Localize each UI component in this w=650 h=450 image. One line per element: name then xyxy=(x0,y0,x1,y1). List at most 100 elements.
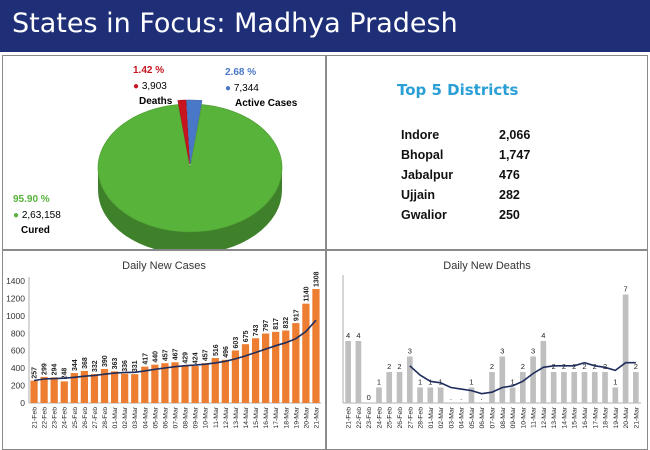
x-tick-label: 01-Mar xyxy=(428,406,435,428)
x-tick-label: 17-Mar xyxy=(592,406,599,428)
active-pct: 2.68 % xyxy=(225,67,257,78)
page-title: States in Focus: Madhya Pradesh xyxy=(12,8,458,39)
bar xyxy=(520,372,526,403)
district-value: 250 xyxy=(499,208,520,222)
x-tick-label: 21-Mar xyxy=(313,406,320,428)
x-tick-label: 26-Feb xyxy=(82,407,89,429)
data-label: 743 xyxy=(253,324,260,336)
x-tick-label: 21-Feb xyxy=(346,407,353,429)
deaths-bullet-icon: ● xyxy=(133,81,140,92)
bar xyxy=(141,366,149,403)
x-tick-label: 25-Feb xyxy=(72,407,79,429)
x-tick-label: 16-Mar xyxy=(263,406,270,428)
x-tick-label: 09-Mar xyxy=(510,406,517,428)
bar xyxy=(151,364,159,403)
x-tick-label: 20-Mar xyxy=(303,406,310,428)
bar xyxy=(427,387,434,403)
district-name: Bhopal xyxy=(401,148,444,162)
active-bullet-icon: ● xyxy=(225,83,232,94)
pie-slice-cured xyxy=(97,104,283,233)
data-label: 7 xyxy=(624,285,628,294)
active-name: Active Cases xyxy=(235,98,298,109)
data-label: 3 xyxy=(531,347,535,356)
x-tick-label: 07-Mar xyxy=(173,406,180,428)
pie-slice-active-cases xyxy=(186,99,203,165)
y-tick-label: 1400 xyxy=(6,276,25,286)
data-label: 332 xyxy=(92,360,99,372)
data-label: . xyxy=(460,393,462,402)
data-label: 331 xyxy=(132,360,139,372)
trend-line xyxy=(409,361,636,395)
data-label: 2 xyxy=(490,362,494,371)
bar xyxy=(302,303,310,403)
data-label: . xyxy=(481,393,483,402)
bar xyxy=(131,374,139,403)
bar xyxy=(406,356,413,403)
x-tick-label: 13-Mar xyxy=(233,406,240,428)
district-name: Jabalpur xyxy=(401,168,454,182)
district-name: Ujjain xyxy=(401,188,436,202)
bar xyxy=(110,371,119,403)
daily-deaths-chart: 21-Feb 4 22-Feb 4 23-Feb 0 24-Feb 1 25-Feb 2 26-Fe… xyxy=(342,275,641,429)
data-label: 336 xyxy=(122,360,129,372)
deaths-chart-title: Daily New Deaths xyxy=(443,260,531,272)
bar xyxy=(489,372,495,403)
bar xyxy=(221,359,229,403)
active-label: 2.68 % ● 7,344 Active Cases xyxy=(225,67,297,109)
bar xyxy=(622,294,629,403)
x-tick-label: 19-Mar xyxy=(613,406,620,428)
x-tick-label: 12-Mar xyxy=(223,406,230,428)
data-label: 390 xyxy=(102,355,109,367)
district-value: 2,066 xyxy=(499,128,531,142)
data-label: 467 xyxy=(173,349,180,361)
x-tick-label: 15-Mar xyxy=(572,406,579,428)
bar xyxy=(571,372,578,403)
bar xyxy=(181,365,189,403)
data-label: 457 xyxy=(162,349,169,361)
pie-slice-deaths xyxy=(177,99,190,165)
data-label: 363 xyxy=(112,358,119,370)
x-tick-label: 17-Mar xyxy=(273,406,280,428)
pie-side xyxy=(98,168,282,249)
data-label: 4 xyxy=(356,331,360,340)
data-label: 603 xyxy=(233,337,240,349)
cured-bullet-icon: ● xyxy=(13,210,20,221)
bar xyxy=(60,381,68,403)
x-tick-label: 02-Mar xyxy=(122,406,129,428)
data-label: 0 xyxy=(367,393,371,402)
bar xyxy=(376,387,382,403)
pie-chart xyxy=(97,99,283,249)
data-label: 675 xyxy=(243,330,250,342)
bar xyxy=(292,323,300,403)
bar xyxy=(540,341,547,403)
bar xyxy=(602,372,608,403)
x-tick-label: 10-Mar xyxy=(203,406,210,428)
data-label: 257 xyxy=(32,367,39,379)
bar xyxy=(417,387,423,403)
y-tick-label: 600 xyxy=(11,346,25,356)
district-name: Gwalior xyxy=(401,208,447,222)
data-label: 368 xyxy=(82,357,89,369)
data-label: 1140 xyxy=(303,286,310,301)
bar xyxy=(50,377,58,403)
bar xyxy=(241,344,250,403)
x-tick-label: 27-Feb xyxy=(407,407,414,429)
daily-cases-panel: Daily New Cases 0 200 400 600 800 1000 1200 140… xyxy=(2,250,326,450)
bar xyxy=(509,387,516,403)
x-tick-label: 04-Mar xyxy=(459,406,466,428)
data-label: 516 xyxy=(213,344,220,356)
pie-panel: 1.42 % ● 3,903 Deaths 2.68 % ● 7,344 Act… xyxy=(2,55,326,250)
data-label: 294 xyxy=(52,364,59,376)
x-tick-label: 07-Mar xyxy=(490,406,497,428)
x-tick-label: 12-Mar xyxy=(541,406,548,428)
data-label: 917 xyxy=(293,309,300,321)
trend-line xyxy=(33,319,317,382)
x-tick-label: 28-Feb xyxy=(102,407,109,429)
data-label: 4 xyxy=(541,331,545,340)
x-tick-label: 23-Feb xyxy=(52,407,59,429)
x-tick-label: 28-Feb xyxy=(418,407,425,429)
x-tick-label: 24-Feb xyxy=(62,407,69,429)
bar xyxy=(355,341,362,403)
bar xyxy=(80,370,89,403)
daily-cases-chart: 0 200 400 600 800 1000 1200 1400 21-Feb 257 22-Feb… xyxy=(6,271,321,429)
